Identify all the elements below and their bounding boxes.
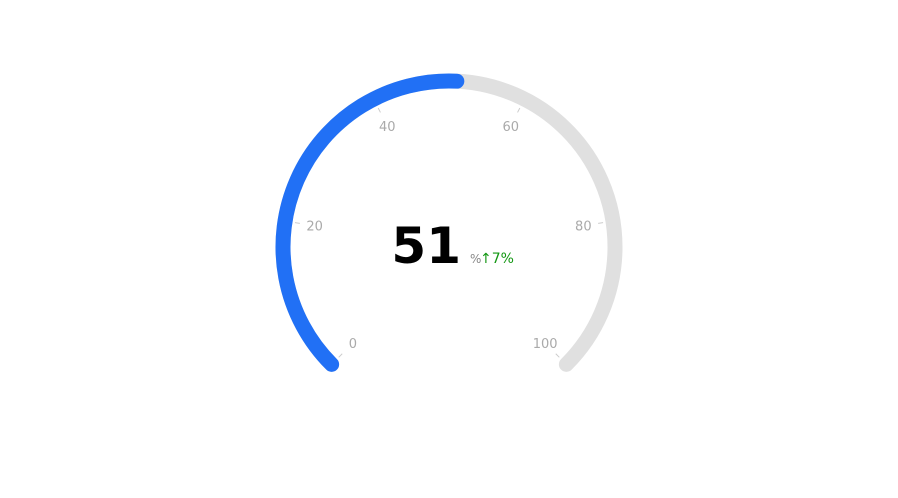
gauge-tick-mark <box>555 353 560 358</box>
gauge-tick-label: 60 <box>502 120 519 135</box>
gauge-tick-label: 0 <box>349 337 357 352</box>
gauge-progress-arc <box>275 73 465 372</box>
gauge-tick-label: 80 <box>575 220 592 235</box>
gauge-tick-label: 20 <box>306 220 323 235</box>
gauge-value: 51 <box>391 217 461 275</box>
gauge-delta-badge: ↑7% <box>480 251 514 267</box>
gauge-ticks: 0 20 40 60 80 100 <box>294 107 604 358</box>
gauge-tick-mark <box>598 222 604 224</box>
gauge-tick-mark <box>377 107 381 113</box>
gauge-tick-label: 100 <box>533 337 558 352</box>
gauge-tick-mark <box>338 353 343 358</box>
gauge-tick-label: 40 <box>379 120 396 135</box>
gauge-unit: % <box>470 252 481 266</box>
gauge-tick-mark <box>517 107 521 113</box>
gauge-tick-mark <box>294 222 300 224</box>
